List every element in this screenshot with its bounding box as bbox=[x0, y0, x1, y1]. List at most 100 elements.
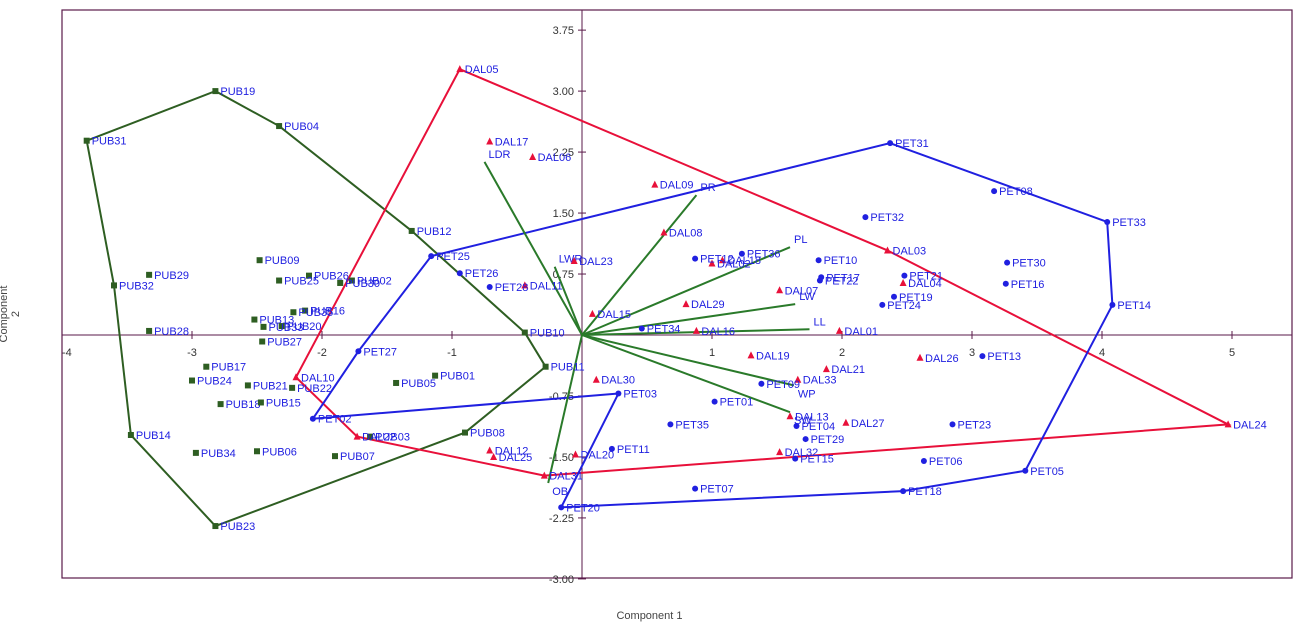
point-label: PET30 bbox=[1012, 258, 1046, 270]
point-label: PET20 bbox=[566, 502, 600, 514]
point-label: DAL27 bbox=[851, 418, 885, 430]
point-label: DAL33 bbox=[803, 375, 837, 387]
dal-point bbox=[776, 286, 784, 294]
point-label: PET31 bbox=[895, 138, 929, 150]
point-label: PUB23 bbox=[220, 521, 255, 533]
pub-point bbox=[521, 329, 528, 336]
pet-point bbox=[355, 348, 362, 355]
loading-vector-ob bbox=[547, 334, 583, 484]
pub-point bbox=[302, 307, 309, 314]
pet-point bbox=[792, 455, 799, 462]
dal-point bbox=[570, 257, 578, 265]
pet-point bbox=[900, 488, 907, 495]
point-label: PUB24 bbox=[197, 376, 232, 388]
pub-point bbox=[278, 323, 285, 330]
point-label: PUB35 bbox=[298, 307, 333, 319]
pub-point bbox=[189, 377, 195, 384]
point-label: PET28 bbox=[495, 282, 529, 294]
pet-point bbox=[793, 423, 800, 430]
point-label: PET13 bbox=[987, 351, 1021, 363]
x-tick-label: -4 bbox=[62, 347, 72, 359]
point-label: PUB04 bbox=[284, 121, 319, 133]
point-label: DAL10 bbox=[301, 372, 335, 384]
point-label: PUB11 bbox=[551, 362, 585, 374]
dal-point bbox=[884, 246, 891, 254]
point-label: DAL01 bbox=[844, 326, 878, 338]
pet-point bbox=[887, 140, 894, 147]
point-label: PUB19 bbox=[220, 86, 255, 98]
pet-point bbox=[667, 421, 674, 428]
pub-point bbox=[337, 279, 344, 286]
point-label: PUB25 bbox=[284, 276, 319, 288]
point-label: DAL24 bbox=[1233, 419, 1267, 431]
pet-point bbox=[802, 436, 809, 443]
loading-vector-sw bbox=[581, 334, 791, 414]
loading-label: PR bbox=[700, 182, 715, 194]
dal-point bbox=[353, 432, 361, 440]
pub-point bbox=[192, 449, 199, 456]
point-label: PUB27 bbox=[267, 337, 302, 349]
plot-frame bbox=[61, 9, 1293, 579]
point-label: DAL22 bbox=[362, 432, 396, 444]
point-label: PUB03 bbox=[375, 432, 410, 444]
pet-point bbox=[901, 272, 908, 279]
point-label: PUB13 bbox=[259, 315, 294, 327]
point-label: DAL32 bbox=[785, 447, 819, 459]
point-label: PET16 bbox=[1011, 279, 1045, 291]
point-label: PUB18 bbox=[226, 399, 261, 411]
point-label: PET03 bbox=[623, 389, 657, 401]
pub-point bbox=[367, 433, 374, 440]
point-label: PET15 bbox=[800, 454, 834, 466]
pet-point bbox=[758, 380, 765, 387]
loading-label: OB bbox=[552, 486, 568, 498]
pub-point bbox=[289, 384, 296, 391]
pet-point bbox=[862, 214, 869, 221]
loading-label: LL bbox=[814, 316, 826, 328]
y-tick-label: 0.75 bbox=[553, 269, 574, 281]
pub-point bbox=[276, 277, 283, 284]
dal-point bbox=[708, 259, 716, 267]
point-label: PET29 bbox=[811, 434, 845, 446]
point-label: PET21 bbox=[909, 271, 943, 283]
loading-vector-wp bbox=[581, 334, 795, 387]
pub-point bbox=[348, 277, 355, 284]
dal-point bbox=[776, 448, 784, 456]
point-label: PET01 bbox=[720, 397, 754, 409]
pet-point bbox=[1109, 301, 1116, 308]
point-label: PUB15 bbox=[266, 397, 301, 409]
pet-point bbox=[638, 325, 645, 332]
pet-point bbox=[428, 253, 435, 260]
dal-point bbox=[660, 228, 668, 236]
pet-point bbox=[692, 485, 699, 492]
point-label: PET22 bbox=[825, 276, 859, 288]
dal-point bbox=[529, 152, 537, 160]
point-label: PET33 bbox=[1112, 217, 1146, 229]
pub-point bbox=[111, 282, 117, 289]
point-label: PET12 bbox=[700, 254, 734, 266]
dal-point bbox=[588, 309, 596, 317]
point-label: PET17 bbox=[826, 272, 860, 284]
loading-label: LDR bbox=[489, 149, 511, 161]
point-label: PET19 bbox=[899, 292, 933, 304]
point-label: PET26 bbox=[465, 268, 499, 280]
point-label: PET05 bbox=[1030, 466, 1064, 478]
point-label: PUB28 bbox=[154, 326, 189, 338]
loading-vector-pl bbox=[581, 246, 791, 336]
point-label: PUB29 bbox=[154, 270, 189, 282]
point-label: PET07 bbox=[700, 484, 734, 496]
point-label: PUB02 bbox=[357, 276, 392, 288]
point-label: PET18 bbox=[908, 486, 942, 498]
pub-point bbox=[276, 123, 283, 130]
point-label: PET23 bbox=[958, 419, 992, 431]
pub-point bbox=[256, 257, 263, 264]
point-label: PUB20 bbox=[287, 321, 322, 333]
point-label: DAL26 bbox=[925, 353, 959, 365]
dal-point bbox=[747, 351, 755, 359]
point-label: PET24 bbox=[887, 300, 921, 312]
point-label: PET25 bbox=[436, 251, 470, 263]
point-label: DAL29 bbox=[691, 299, 725, 311]
point-label: DAL18 bbox=[727, 255, 761, 267]
loading-vector-pr bbox=[581, 194, 698, 336]
pet-point bbox=[615, 390, 622, 397]
